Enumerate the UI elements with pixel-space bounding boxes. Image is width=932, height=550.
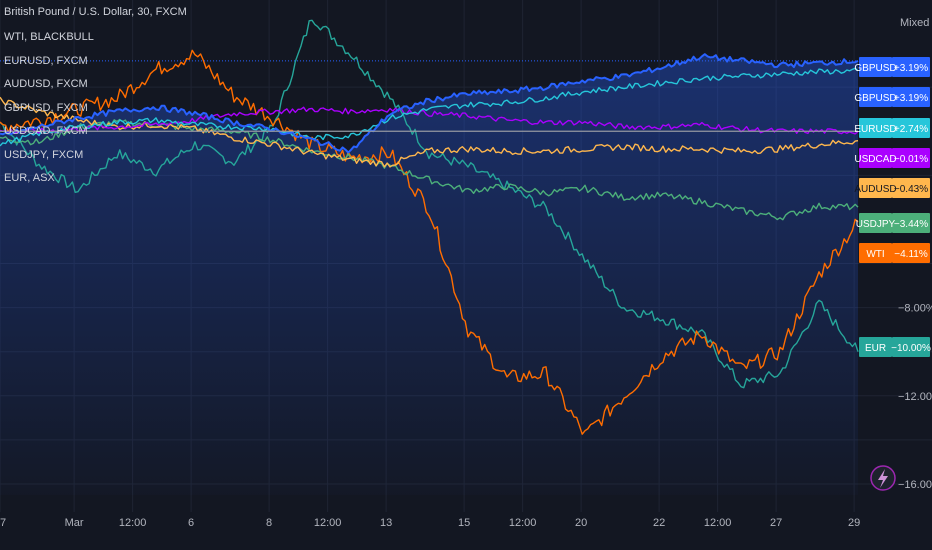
value-tag-value: +3.19% <box>894 63 928 74</box>
value-tag-symbol-bg <box>859 243 892 263</box>
value-tag-usdcad[interactable]: USDCAD−0.01% <box>854 148 930 168</box>
series-line-gbpusd[interactable] <box>0 53 859 154</box>
value-tag-value: −0.01% <box>894 154 928 165</box>
gbpusd-area-fill <box>0 54 858 495</box>
value-tag-symbol-bg <box>859 178 892 198</box>
x-tick-label: 12:00 <box>509 517 537 529</box>
gbpusd-area <box>0 54 858 495</box>
value-tag-value-bg <box>892 213 930 233</box>
value-tag-value: −4.11% <box>894 249 928 260</box>
series-line-eurusd[interactable] <box>0 67 859 147</box>
value-tag-value-bg <box>892 87 930 107</box>
x-tick-label: 12:00 <box>119 517 147 529</box>
legend-item[interactable]: EURUSD, FXCM <box>4 54 88 67</box>
value-tag-symbol-bg <box>859 337 892 357</box>
legend-item[interactable]: GBPUSD, FXCM <box>4 101 88 114</box>
reference-lines <box>0 60 858 132</box>
x-tick-label: Mar <box>65 517 84 529</box>
x-tick-label: 12:00 <box>704 517 732 529</box>
legend-item[interactable]: USDJPY, FXCM <box>4 148 84 161</box>
value-tag-symbol-bg <box>859 57 892 77</box>
legend-item[interactable]: EUR, ASX <box>4 172 55 184</box>
value-tag-value: +2.74% <box>894 124 928 135</box>
lightning-icon[interactable] <box>870 465 896 491</box>
x-axis[interactable]: 27 Mar 12:00 6 8 12:00 13 15 12:00 20 22 12:00 27 29 <box>0 517 860 529</box>
x-tick-label: 27 <box>770 517 782 529</box>
legend-item[interactable]: USDCAD, FXCM <box>4 125 88 137</box>
value-tag-value: −3.44% <box>894 219 928 230</box>
value-tag-symbol: USDJPY <box>856 219 896 230</box>
value-tag-value-bg <box>892 178 930 198</box>
value-tag-symbol: EURUSD <box>854 124 896 135</box>
series-line-usdcad[interactable] <box>0 106 859 135</box>
value-tag-value-bg <box>892 57 930 77</box>
right-value-labels: GBPUSD+3.19%GBPUSD+3.19%EURUSD+2.74%USDC… <box>854 57 931 357</box>
x-tick-label: 12:00 <box>314 517 342 529</box>
legend-item[interactable]: AUDUSD, FXCM <box>4 78 88 90</box>
value-tag-symbol: AUDUSD <box>854 184 896 195</box>
y-tick-label: −8.00% <box>898 303 932 315</box>
value-tag-symbol-bg <box>859 213 892 233</box>
value-tag-value-bg <box>892 148 930 168</box>
value-tag-symbol: GBPUSD <box>854 63 896 74</box>
value-tag-audusd[interactable]: AUDUSD−0.43% <box>854 178 930 198</box>
value-tag-symbol-bg <box>859 118 892 138</box>
y-axis[interactable]: −8.00% −12.00% −16.00% <box>898 303 932 491</box>
x-tick-label: 20 <box>575 517 587 529</box>
value-tag-eur[interactable]: EUR −10.00% <box>859 337 931 357</box>
value-tag-value: −0.43% <box>894 184 928 195</box>
x-tick-label: 29 <box>848 517 860 529</box>
value-tag-gbpusd[interactable]: GBPUSD+3.19% <box>854 57 930 77</box>
symbol-legend: British Pound / U.S. Dollar, 30, FXCM WT… <box>4 6 187 191</box>
y-tick-label: −16.00% <box>898 479 932 491</box>
series-line-eur[interactable] <box>0 19 859 389</box>
x-tick-label: 8 <box>266 517 272 529</box>
value-tag-value-bg <box>892 118 930 138</box>
series-line-wti[interactable] <box>0 49 859 435</box>
main-symbol-title[interactable]: British Pound / U.S. Dollar, 30, FXCM <box>4 6 187 18</box>
value-tag-value-bg <box>892 337 930 357</box>
y-tick-label: −12.00% <box>898 391 932 403</box>
x-tick-label: 6 <box>188 517 194 529</box>
x-tick-label: 22 <box>653 517 665 529</box>
value-tag-eurusd[interactable]: EURUSD+2.74% <box>854 118 930 138</box>
x-tick-label: 27 <box>0 517 6 529</box>
value-tag-value-bg <box>892 243 930 263</box>
value-tag-symbol-bg <box>859 148 892 168</box>
legend-item[interactable]: WTI, BLACKBULL <box>4 31 94 43</box>
value-tag-value: −10.00% <box>891 343 931 354</box>
value-tag-symbol: WTI <box>866 249 884 260</box>
value-tag-symbol: USDCAD <box>854 154 896 165</box>
value-tag-gbpusd[interactable]: GBPUSD+3.19% <box>854 87 930 107</box>
value-tag-symbol: EUR <box>865 343 886 354</box>
series-lines <box>0 19 859 435</box>
value-tag-symbol-bg <box>859 87 892 107</box>
x-tick-label: 15 <box>458 517 470 529</box>
x-tick-label: 13 <box>380 517 392 529</box>
value-tag-value: +3.19% <box>894 93 928 104</box>
scale-mode-label[interactable]: Mixed <box>900 17 929 29</box>
value-tag-symbol: GBPUSD <box>854 93 896 104</box>
value-tag-wti[interactable]: WTI −4.11% <box>859 243 930 263</box>
value-tag-usdjpy[interactable]: USDJPY−3.44% <box>856 213 930 233</box>
